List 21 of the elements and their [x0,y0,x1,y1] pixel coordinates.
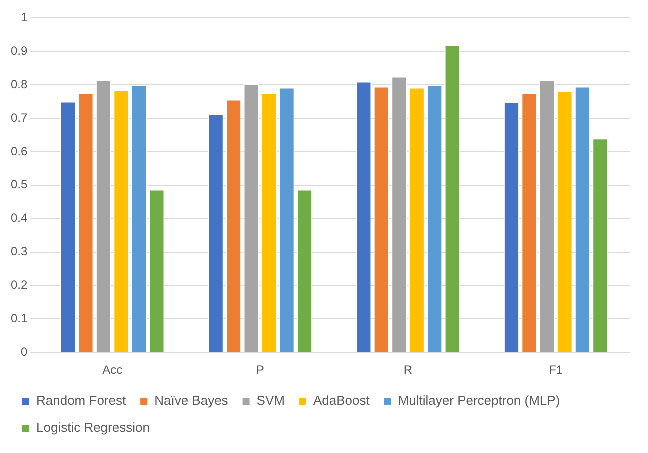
x-tick-label: P [256,363,264,378]
y-tick-label: 0.7 [10,110,28,125]
y-tick-label: 0 [20,344,28,359]
legend-label: Random Forest [36,393,126,408]
x-tick-label: Acc [102,363,123,378]
legend-label: AdaBoost [313,393,370,408]
x-tick-label: F1 [549,363,564,378]
y-tick-label: 0.4 [10,211,28,226]
y-tick-label: 0.3 [10,244,28,259]
y-tick-label: 0.6 [10,144,28,158]
legend-label: Multilayer Perceptron (MLP) [398,393,560,408]
legend-label: Logistic Regression [36,420,150,436]
y-tick-label: 0.9 [10,44,28,58]
legend-label: SVM [256,393,285,408]
y-tick-label: 0.2 [10,278,28,292]
y-tick-label: 0.5 [10,178,28,192]
x-tick-label: R [404,363,413,378]
legend-label: Naïve Bayes [154,393,229,408]
y-tick-label: 1 [20,10,28,25]
y-tick-label: 0.8 [10,77,28,92]
y-tick-label: 0.1 [10,311,28,326]
